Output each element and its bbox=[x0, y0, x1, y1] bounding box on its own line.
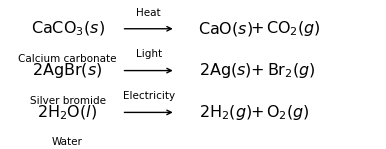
Text: 2AgBr($s$): 2AgBr($s$) bbox=[32, 61, 103, 80]
Text: +: + bbox=[250, 105, 263, 120]
Text: +: + bbox=[250, 63, 263, 78]
Text: 2H$_2$($g$): 2H$_2$($g$) bbox=[199, 103, 252, 122]
Text: Silver bromide: Silver bromide bbox=[30, 96, 105, 106]
Text: CO$_2$($g$): CO$_2$($g$) bbox=[266, 19, 321, 38]
Text: Light: Light bbox=[135, 49, 162, 59]
Text: Water: Water bbox=[52, 138, 83, 148]
Text: O$_2$($g$): O$_2$($g$) bbox=[266, 103, 309, 122]
Text: Electricity: Electricity bbox=[122, 91, 175, 101]
Text: CaO($s$): CaO($s$) bbox=[198, 20, 253, 38]
Text: 2H$_2$O($l$): 2H$_2$O($l$) bbox=[37, 103, 98, 122]
Text: Br$_2$($g$): Br$_2$($g$) bbox=[267, 61, 316, 80]
Text: Heat: Heat bbox=[136, 8, 161, 18]
Text: CaCO$_3$($s$): CaCO$_3$($s$) bbox=[30, 20, 105, 38]
Text: Calcium carbonate: Calcium carbonate bbox=[18, 54, 117, 64]
Text: +: + bbox=[250, 21, 263, 36]
Text: 2Ag($s$): 2Ag($s$) bbox=[200, 61, 252, 80]
